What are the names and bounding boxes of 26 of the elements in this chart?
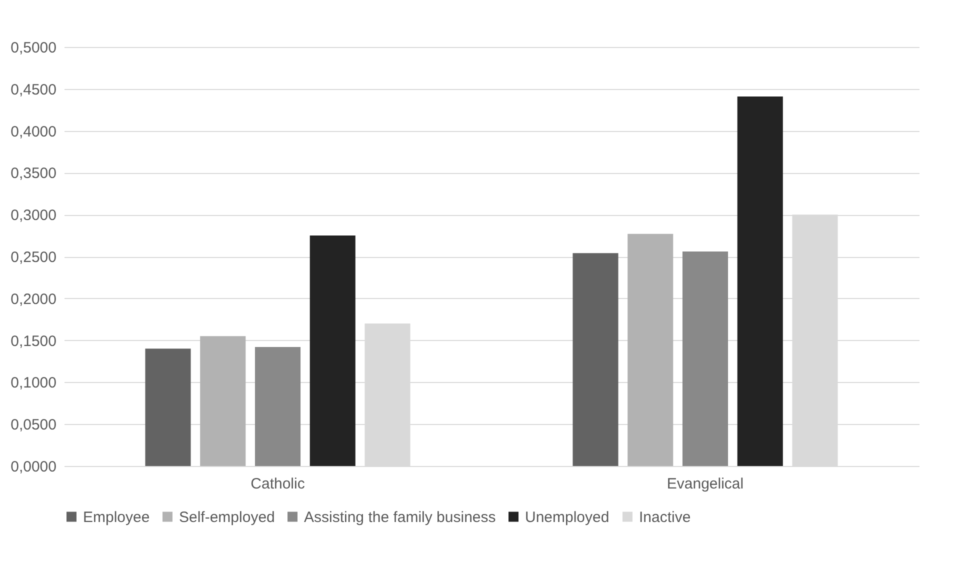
bar <box>145 348 191 466</box>
y-tick-label: 0,1000 <box>10 374 56 392</box>
y-tick-label: 0,2500 <box>10 249 56 266</box>
legend-label: Unemployed <box>525 508 610 526</box>
x-tick-label: Evangelical <box>666 476 744 492</box>
bar <box>737 96 783 466</box>
bar <box>254 347 301 466</box>
y-tick-label: 0,5000 <box>10 40 56 56</box>
legend-label: Assisting the family business <box>304 508 496 526</box>
y-tick-label: 0,4000 <box>10 123 56 140</box>
y-tick-label: 0,0500 <box>10 416 56 434</box>
bar <box>572 253 618 466</box>
y-tick-label: 0,3500 <box>10 165 56 182</box>
legend-label: Self-employed <box>179 508 275 526</box>
bar <box>310 236 356 466</box>
y-tick-label: 0,1500 <box>10 332 56 350</box>
y-tick-label: 0,4500 <box>10 81 56 98</box>
legend-label: Inactive <box>639 508 691 526</box>
x-tick-label: Catholic <box>250 476 306 492</box>
y-tick-label: 0,3000 <box>10 207 56 224</box>
y-tick-label: 0,2000 <box>10 290 56 308</box>
y-tick-label: 0,0000 <box>10 458 56 476</box>
legend-label: Employee <box>83 508 150 526</box>
bar <box>200 336 246 466</box>
bar <box>682 251 728 466</box>
bar <box>628 234 674 466</box>
